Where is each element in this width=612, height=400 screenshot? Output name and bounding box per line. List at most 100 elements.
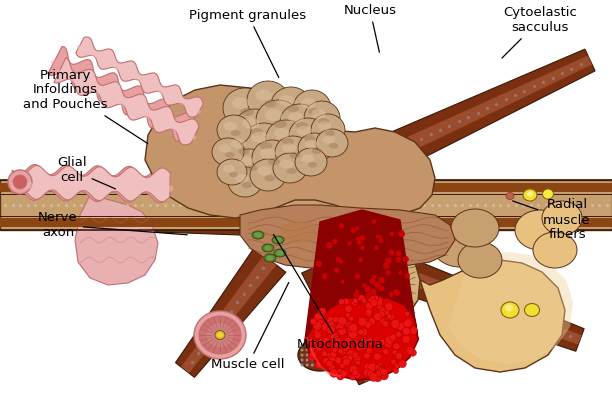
Circle shape: [315, 332, 321, 338]
Ellipse shape: [268, 158, 280, 165]
Circle shape: [365, 301, 372, 308]
Circle shape: [329, 321, 334, 327]
Ellipse shape: [251, 128, 263, 136]
Ellipse shape: [527, 192, 533, 196]
Circle shape: [396, 250, 401, 256]
Circle shape: [300, 358, 304, 362]
Circle shape: [371, 295, 378, 302]
Circle shape: [315, 329, 321, 336]
Circle shape: [346, 350, 355, 359]
Circle shape: [316, 261, 322, 267]
Circle shape: [398, 271, 403, 275]
Circle shape: [321, 364, 324, 366]
Circle shape: [348, 330, 357, 339]
Ellipse shape: [275, 136, 311, 168]
Text: Pigment granules: Pigment granules: [190, 8, 307, 78]
Circle shape: [335, 257, 341, 262]
Circle shape: [376, 296, 383, 304]
Circle shape: [406, 346, 414, 355]
Circle shape: [305, 348, 308, 352]
Circle shape: [410, 327, 417, 334]
Ellipse shape: [264, 175, 275, 181]
Ellipse shape: [451, 209, 499, 247]
Circle shape: [378, 277, 385, 284]
Circle shape: [300, 348, 304, 352]
Text: Glial
cell: Glial cell: [57, 156, 116, 189]
Circle shape: [329, 318, 336, 325]
Circle shape: [348, 241, 352, 246]
Polygon shape: [12, 164, 168, 203]
Circle shape: [384, 340, 392, 348]
Circle shape: [338, 259, 343, 264]
Polygon shape: [313, 262, 375, 382]
Circle shape: [378, 285, 384, 292]
Circle shape: [381, 368, 387, 375]
Ellipse shape: [206, 322, 234, 348]
Circle shape: [311, 364, 314, 366]
Circle shape: [357, 240, 362, 245]
Ellipse shape: [264, 246, 272, 250]
Ellipse shape: [275, 238, 282, 242]
Ellipse shape: [304, 135, 316, 142]
Polygon shape: [347, 248, 582, 345]
Circle shape: [393, 289, 400, 296]
Circle shape: [378, 363, 383, 368]
Circle shape: [392, 322, 398, 328]
Circle shape: [354, 372, 360, 378]
Circle shape: [375, 234, 379, 239]
Ellipse shape: [212, 138, 244, 166]
Circle shape: [358, 257, 363, 262]
Ellipse shape: [272, 236, 284, 244]
Ellipse shape: [223, 131, 261, 165]
Ellipse shape: [252, 231, 264, 239]
Circle shape: [340, 363, 345, 368]
Ellipse shape: [305, 140, 318, 149]
Circle shape: [390, 334, 397, 341]
Circle shape: [364, 321, 371, 328]
Circle shape: [319, 308, 326, 315]
Circle shape: [347, 328, 354, 336]
Circle shape: [372, 274, 376, 279]
Circle shape: [389, 292, 394, 297]
Circle shape: [337, 354, 340, 356]
Circle shape: [326, 344, 329, 346]
Ellipse shape: [296, 122, 308, 129]
Circle shape: [379, 339, 386, 346]
Circle shape: [331, 348, 334, 352]
Circle shape: [300, 354, 304, 356]
Circle shape: [309, 350, 318, 359]
Ellipse shape: [241, 108, 254, 116]
Circle shape: [310, 318, 317, 325]
Ellipse shape: [239, 156, 253, 166]
Circle shape: [327, 352, 334, 359]
Circle shape: [338, 223, 345, 229]
Circle shape: [361, 298, 367, 304]
Ellipse shape: [286, 168, 297, 174]
Circle shape: [388, 314, 395, 320]
Ellipse shape: [274, 128, 290, 139]
Circle shape: [382, 349, 389, 355]
Circle shape: [340, 370, 348, 378]
Ellipse shape: [308, 162, 318, 168]
Circle shape: [311, 344, 314, 346]
Circle shape: [379, 307, 386, 313]
Ellipse shape: [301, 154, 314, 163]
Polygon shape: [370, 191, 612, 209]
Ellipse shape: [297, 126, 312, 136]
Circle shape: [355, 290, 359, 294]
Circle shape: [359, 345, 364, 351]
Text: Mitochondria: Mitochondria: [274, 234, 384, 352]
Circle shape: [329, 365, 335, 371]
Circle shape: [373, 353, 381, 360]
Ellipse shape: [225, 152, 234, 158]
Polygon shape: [420, 260, 565, 372]
Circle shape: [341, 319, 348, 326]
Ellipse shape: [235, 174, 248, 183]
Circle shape: [368, 363, 377, 372]
Ellipse shape: [280, 221, 320, 243]
Circle shape: [404, 273, 410, 279]
Circle shape: [356, 360, 360, 365]
Circle shape: [342, 346, 348, 352]
Ellipse shape: [238, 148, 250, 155]
Ellipse shape: [252, 132, 268, 143]
